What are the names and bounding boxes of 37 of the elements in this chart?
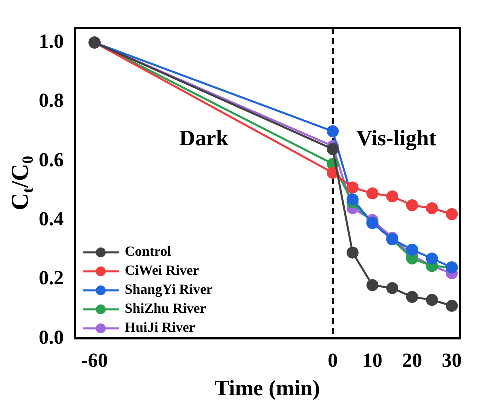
legend-label: HuiJi River xyxy=(125,321,196,336)
x-tick-label: 10 xyxy=(362,350,383,372)
legend-label: Control xyxy=(125,245,172,260)
point xyxy=(406,291,418,304)
point xyxy=(426,202,438,214)
point xyxy=(406,199,418,212)
point xyxy=(366,279,379,292)
y-tick-label: 0.8 xyxy=(39,90,64,112)
point xyxy=(346,246,359,259)
x-axis-title: Time (min) xyxy=(214,375,320,400)
point xyxy=(366,188,379,200)
y-tick-label: 0.6 xyxy=(39,149,64,172)
y-tick-label: 1.0 xyxy=(39,30,64,53)
legend-label: ShiZhu River xyxy=(125,302,206,318)
annotation: Vis-light xyxy=(356,126,438,151)
x-tick-label: 0 xyxy=(328,350,338,372)
annotation: Dark xyxy=(180,126,230,151)
point xyxy=(326,126,339,138)
y-tick-label: 0.0 xyxy=(39,326,64,349)
point xyxy=(386,190,399,203)
x-tick-label: 30 xyxy=(442,350,462,372)
y-tick-label: 0.2 xyxy=(39,268,64,290)
point xyxy=(346,182,359,194)
point xyxy=(446,208,458,220)
y-tick-label: 0.4 xyxy=(39,208,64,230)
x-tick-label: 20 xyxy=(402,350,422,372)
point xyxy=(326,143,339,156)
point xyxy=(346,194,359,206)
point xyxy=(406,244,418,256)
x-tick-label: -60 xyxy=(82,350,108,372)
y-axis-title: Ct/C0 xyxy=(8,156,38,210)
point xyxy=(386,282,399,294)
point xyxy=(426,252,438,265)
legend-label: ShangYi River xyxy=(125,283,213,298)
point xyxy=(446,300,458,312)
point xyxy=(426,294,438,306)
legend-label: CiWei River xyxy=(125,264,200,280)
